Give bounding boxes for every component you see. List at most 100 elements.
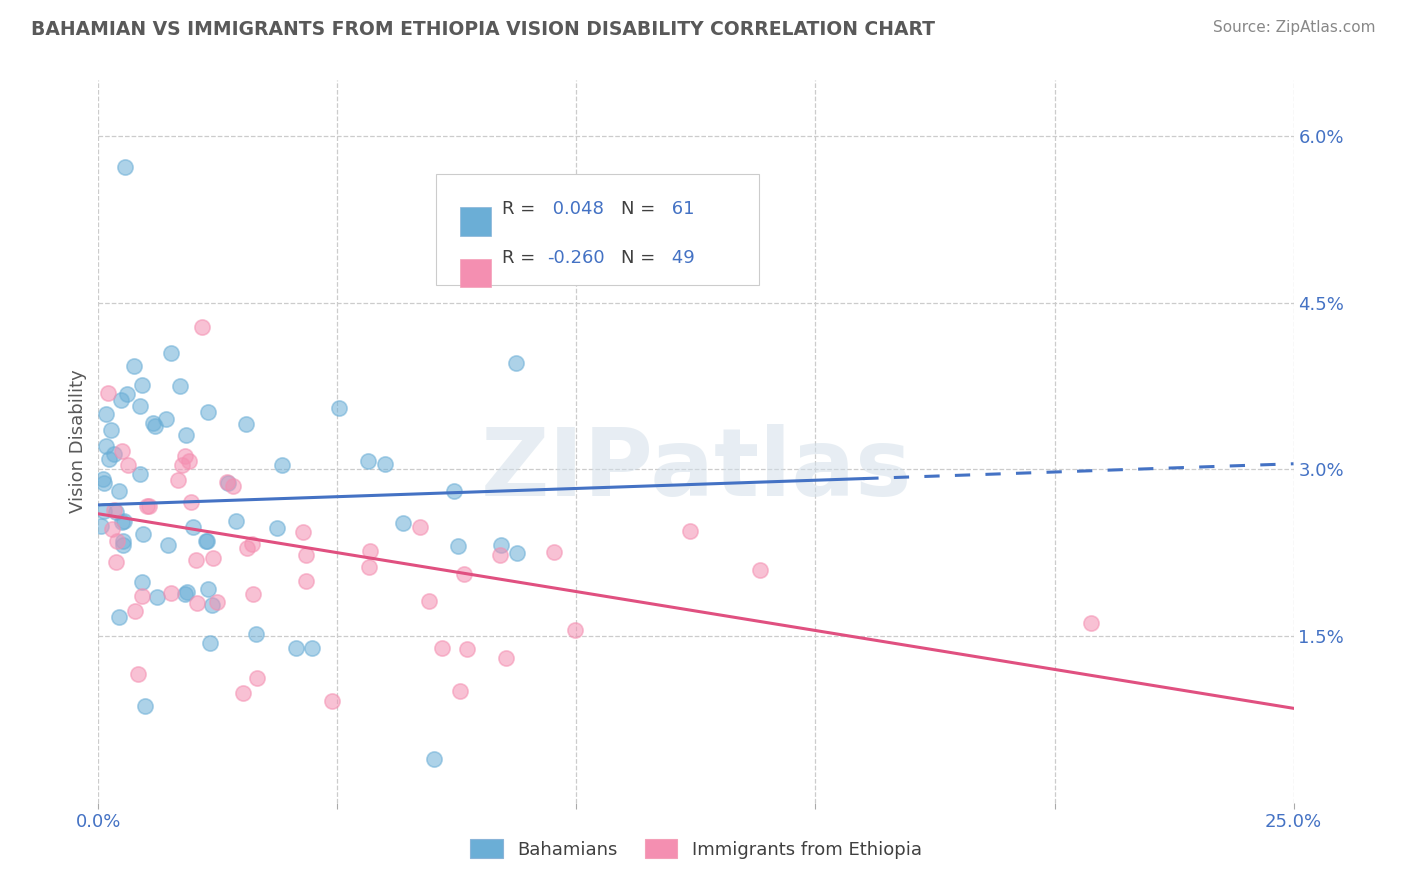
Point — [107, 610, 129, 624]
Point — [143, 418, 166, 433]
Point — [174, 427, 197, 442]
Point — [122, 359, 145, 374]
Point — [138, 499, 160, 513]
Point — [200, 636, 222, 650]
Point — [194, 534, 217, 549]
Point — [117, 458, 139, 472]
Point — [174, 450, 197, 464]
Point — [491, 537, 513, 551]
Point — [392, 516, 415, 531]
Point — [447, 540, 470, 554]
Point — [173, 587, 195, 601]
Point — [155, 412, 177, 426]
Point — [156, 538, 179, 552]
Point — [131, 575, 153, 590]
Point — [748, 563, 770, 577]
Point — [96, 407, 118, 421]
Point — [449, 684, 471, 698]
Point — [422, 752, 444, 766]
Point — [105, 533, 128, 548]
Point — [679, 524, 702, 539]
Point — [246, 671, 269, 685]
Point — [292, 525, 315, 540]
Point — [356, 454, 378, 468]
Point — [160, 346, 183, 360]
Point — [409, 520, 432, 534]
Legend: Bahamians, Immigrants from Ethiopia: Bahamians, Immigrants from Ethiopia — [470, 839, 922, 859]
Point — [128, 399, 150, 413]
Point — [104, 555, 127, 569]
Point — [172, 458, 194, 472]
Point — [169, 379, 191, 393]
Text: N =: N = — [621, 200, 661, 219]
Point — [430, 641, 453, 656]
Point — [222, 479, 245, 493]
Point — [186, 596, 208, 610]
Point — [201, 550, 224, 565]
Point — [111, 443, 134, 458]
Point — [197, 582, 219, 597]
Point — [564, 623, 586, 637]
Point — [93, 504, 115, 518]
Point — [284, 640, 307, 655]
Point — [103, 447, 125, 461]
Point — [107, 483, 129, 498]
Text: R =: R = — [502, 200, 541, 219]
Point — [321, 694, 343, 708]
Point — [167, 473, 190, 487]
Point — [94, 439, 117, 453]
Point — [103, 503, 125, 517]
Point — [200, 598, 222, 612]
Point — [232, 686, 254, 700]
Text: R =: R = — [502, 250, 541, 268]
Text: ZIPatlas: ZIPatlas — [481, 425, 911, 516]
Point — [443, 483, 465, 498]
Text: Source: ZipAtlas.com: Source: ZipAtlas.com — [1212, 20, 1375, 35]
Point — [93, 476, 115, 491]
Point — [242, 587, 264, 601]
Point — [359, 543, 381, 558]
Point — [159, 586, 181, 600]
Point — [374, 457, 396, 471]
Text: N =: N = — [621, 250, 661, 268]
Point — [301, 641, 323, 656]
Point — [506, 546, 529, 560]
Point — [266, 521, 288, 535]
Text: 49: 49 — [666, 250, 695, 268]
Point — [134, 698, 156, 713]
Point — [142, 417, 165, 431]
Point — [105, 505, 128, 519]
Point — [245, 627, 267, 641]
Point — [100, 522, 122, 536]
Point — [111, 515, 134, 529]
Point — [114, 160, 136, 174]
Point — [111, 538, 134, 552]
Point — [128, 467, 150, 481]
Text: BAHAMIAN VS IMMIGRANTS FROM ETHIOPIA VISION DISABILITY CORRELATION CHART: BAHAMIAN VS IMMIGRANTS FROM ETHIOPIA VIS… — [31, 20, 935, 38]
Point — [543, 544, 565, 558]
Point — [242, 537, 264, 551]
Point — [489, 549, 512, 563]
Point — [215, 475, 238, 489]
Text: 61: 61 — [666, 200, 695, 219]
Point — [111, 533, 134, 548]
Point — [181, 520, 204, 534]
Point — [132, 527, 155, 541]
Point — [131, 378, 153, 392]
Point — [115, 387, 138, 401]
Point — [127, 667, 149, 681]
Point — [271, 458, 294, 472]
Point — [225, 515, 247, 529]
Point — [110, 392, 132, 407]
Point — [195, 533, 218, 548]
Point — [1080, 616, 1102, 631]
Point — [180, 495, 202, 509]
Point — [146, 591, 169, 605]
Point — [418, 594, 440, 608]
Point — [91, 472, 114, 486]
Point — [191, 320, 214, 334]
Point — [98, 452, 121, 467]
Point — [217, 475, 239, 490]
Point — [100, 423, 122, 437]
Point — [197, 404, 219, 418]
